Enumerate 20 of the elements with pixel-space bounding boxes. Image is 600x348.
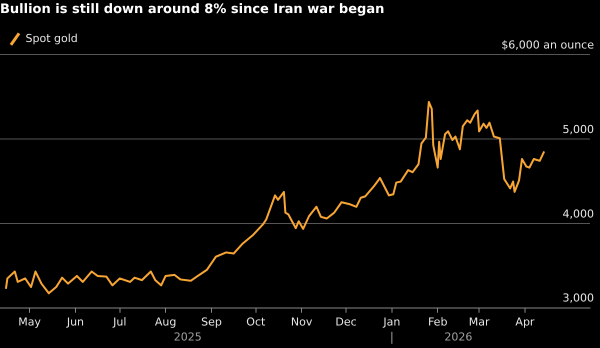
x-tick-label: Jan	[382, 315, 400, 328]
x-tick-label: Oct	[246, 315, 266, 328]
x-tick-label: Apr	[515, 315, 535, 328]
y-tick-label: 3,000	[562, 292, 594, 305]
text: 2025	[174, 330, 202, 344]
y-tick-label: $6,000 an ounce	[501, 38, 594, 52]
x-tick-label: Aug	[154, 315, 176, 328]
y-tick-label: 4,000	[562, 207, 594, 220]
x-tick-label: May	[18, 315, 42, 328]
legend-label: Spot gold	[26, 32, 78, 45]
y-tick-label: 5,000	[562, 122, 594, 136]
text: 2026	[444, 330, 472, 344]
x-tick-label: Sep	[201, 315, 222, 328]
x-tick-label: Feb	[428, 315, 448, 328]
x-tick-label: Nov	[290, 315, 313, 328]
chart-title: Bullion is still down around 8% since Iran war began	[0, 2, 384, 18]
x-tick-label: Jul	[112, 315, 126, 328]
x-tick-label: Jun	[66, 315, 84, 328]
x-tick-label: Dec	[335, 315, 357, 328]
x-tick-label: Mar	[468, 315, 490, 328]
